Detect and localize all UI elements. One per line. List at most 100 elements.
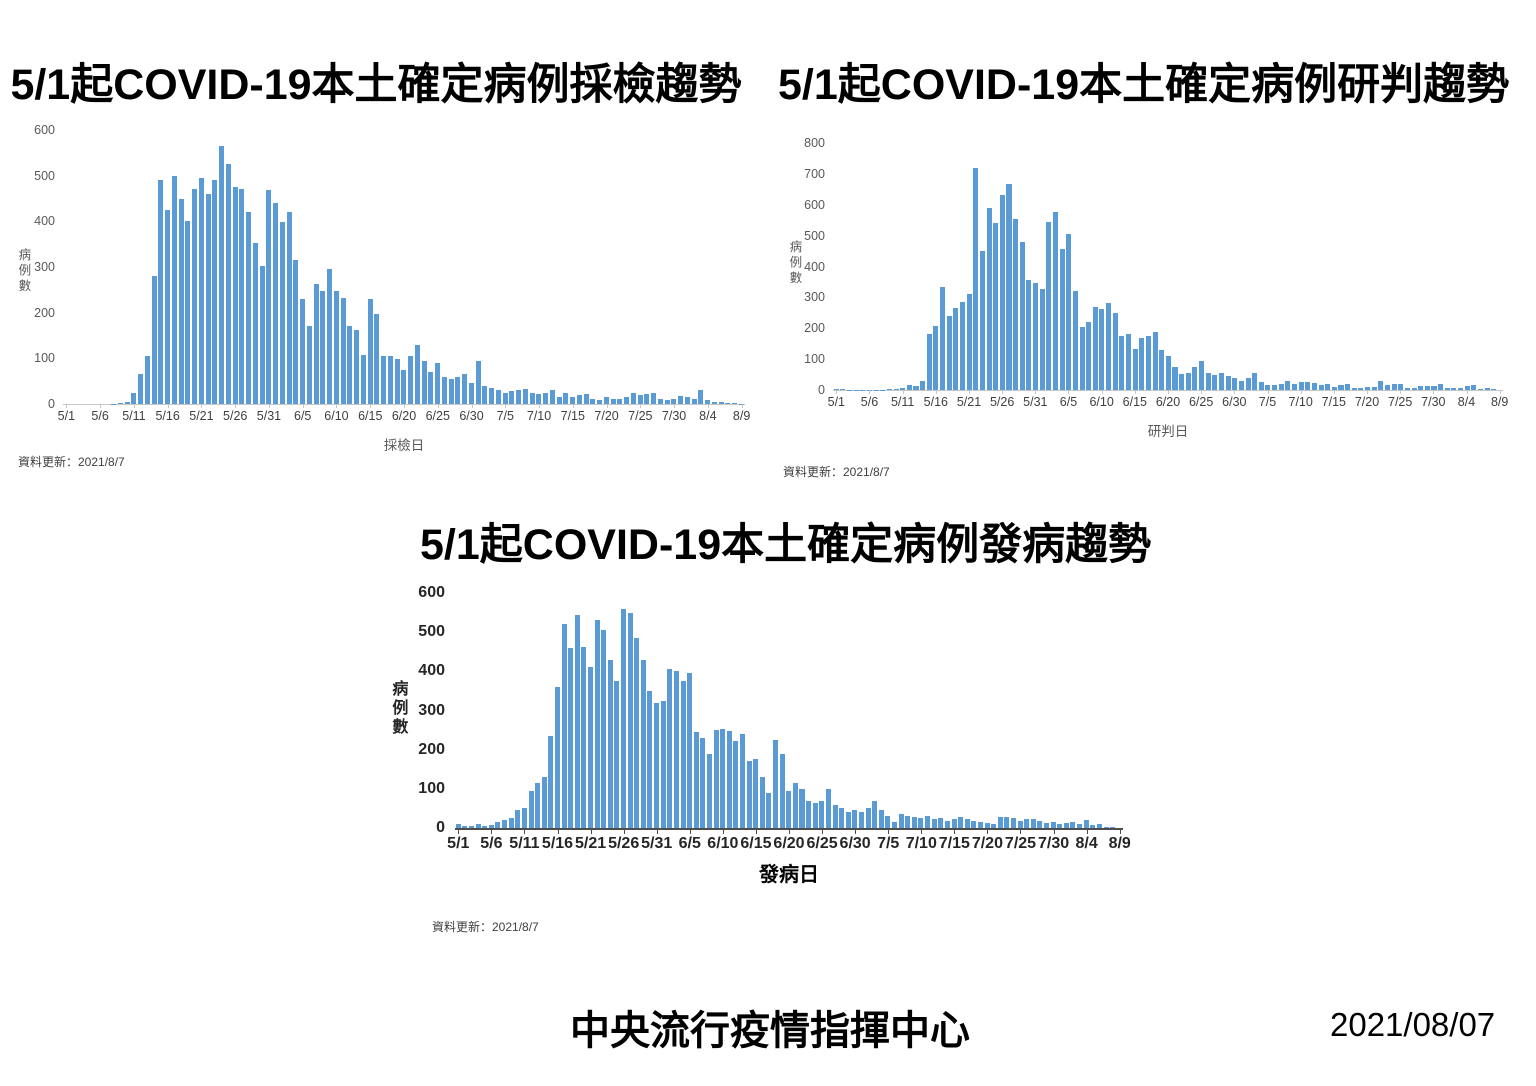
bar-5/11 (900, 387, 906, 390)
bar-5/15 (158, 180, 164, 404)
bar-6/16 (374, 313, 380, 404)
bar-8/5 (1090, 824, 1096, 828)
axis-tick-mark (741, 404, 743, 408)
bar-7/28 (657, 398, 663, 404)
axis-tick-mark (836, 390, 838, 394)
bar-5/14 (151, 276, 157, 404)
x-tick-label: 5/31 (1023, 395, 1048, 409)
bar-5/27 (239, 189, 245, 404)
x-axis-title: 研判日 (1147, 424, 1189, 439)
bar-7/10 (536, 393, 542, 404)
axis-tick-mark (404, 404, 405, 408)
bar-6/10 (333, 290, 339, 404)
bar-6/28 (839, 808, 845, 828)
x-axis-ticks: 5/1 5/6 5/11 5/16 5/21 5/26 5/31 6/5 6/10 6/15 6/2… (58, 404, 751, 426)
bar-6/7 (313, 284, 319, 404)
axis-tick-mark (1234, 390, 1236, 394)
axis-tick-mark (336, 404, 338, 408)
x-tick-label: 6/10 (324, 409, 349, 423)
axis-tick-mark (623, 828, 625, 834)
bar-5/11 (131, 392, 137, 404)
bar-7/26 (1404, 387, 1410, 390)
axis-tick-mark (674, 404, 676, 408)
bar-7/22 (997, 817, 1003, 828)
bar-5/6 (488, 824, 494, 828)
bar-5/25 (993, 222, 999, 390)
bar-8/4 (1464, 386, 1470, 390)
bar-6/12 (1112, 312, 1118, 390)
axis-tick-mark (1086, 828, 1088, 834)
y-tick-label: 600 (34, 122, 55, 137)
bar-6/26 (825, 788, 831, 828)
y-axis-title: 病例數 (389, 680, 407, 737)
bar-6/12 (733, 741, 739, 828)
bar-6/4 (293, 259, 299, 404)
axis-tick-mark (201, 404, 203, 408)
bar-5/24 (219, 145, 225, 404)
bar-7/19 (1358, 387, 1364, 390)
bar-6/22 (414, 344, 420, 404)
bar-5/18 (946, 315, 952, 390)
bar-5/13 (913, 386, 919, 390)
x-tick-label: 5/11 (890, 395, 915, 409)
axis-tick-mark (302, 404, 304, 408)
bar-5/20 (959, 301, 966, 390)
bar-7/22 (1378, 380, 1384, 390)
x-tick-label: 5/21 (575, 835, 607, 852)
bar-5/27 (627, 612, 633, 828)
bar-5/16 (165, 209, 171, 404)
x-tick-label: 7/10 (1288, 395, 1313, 409)
bar-5/9 (508, 818, 514, 828)
axis-tick-mark (590, 828, 592, 834)
bar-7/11 (543, 392, 549, 404)
bar-6/8 (320, 291, 326, 404)
bar-8/1 (684, 397, 690, 404)
bar-6/20 (786, 790, 792, 828)
bar-5/14 (541, 777, 547, 828)
bar-6/5 (1066, 234, 1072, 390)
x-tick-label: 6/20 (1155, 395, 1181, 409)
axis-tick-mark (755, 828, 757, 834)
axis-tick-mark (1168, 390, 1169, 394)
y-tick-label: 0 (48, 396, 55, 411)
x-tick-label: 7/20 (971, 835, 1003, 852)
bar-7/8 (905, 816, 911, 828)
bar-5/21 (966, 293, 972, 390)
y-tick-label: 300 (418, 701, 445, 719)
bar-6/6 (306, 325, 312, 404)
bar-7/29 (1424, 386, 1430, 390)
bar-5/17 (940, 287, 946, 390)
bar-7/3 (1252, 373, 1258, 390)
bar-6/21 (1172, 366, 1178, 390)
bar-7/23 (1384, 385, 1391, 390)
bar-6/8 (706, 753, 712, 828)
bar-7/18 (590, 399, 596, 404)
bar-5/2 (462, 825, 468, 828)
axis-tick-mark (1068, 390, 1070, 394)
bar-6/20 (1165, 356, 1171, 390)
bar-7/12 (1311, 383, 1317, 390)
bar-6/13 (1119, 336, 1125, 390)
bar-6/21 (408, 356, 414, 404)
bar-6/15 (367, 299, 373, 404)
bar-7/26 (1024, 819, 1030, 828)
bar-6/2 (667, 669, 673, 828)
x-tick-label: 5/16 (923, 395, 948, 409)
bar-7/16 (1338, 385, 1344, 390)
bar-6/17 (381, 355, 387, 404)
bar-5/23 (601, 630, 607, 828)
bar-7/9 (529, 392, 535, 404)
bar-6/19 (779, 753, 785, 828)
plot-area-sampling (63, 130, 745, 408)
x-tick-label: 7/5 (1258, 395, 1277, 409)
axis-tick-mark (1119, 828, 1121, 834)
x-tick-label: 5/6 (860, 395, 879, 409)
bar-6/25 (1199, 360, 1205, 390)
bar-5/29 (252, 243, 258, 404)
bar-7/31 (1057, 824, 1063, 828)
axis-tick-mark (606, 404, 608, 408)
x-tick-label: 6/25 (1188, 395, 1214, 409)
bar-5/17 (171, 175, 177, 404)
x-tick-label: 7/25 (1388, 395, 1413, 409)
bar-6/6 (1072, 291, 1078, 390)
